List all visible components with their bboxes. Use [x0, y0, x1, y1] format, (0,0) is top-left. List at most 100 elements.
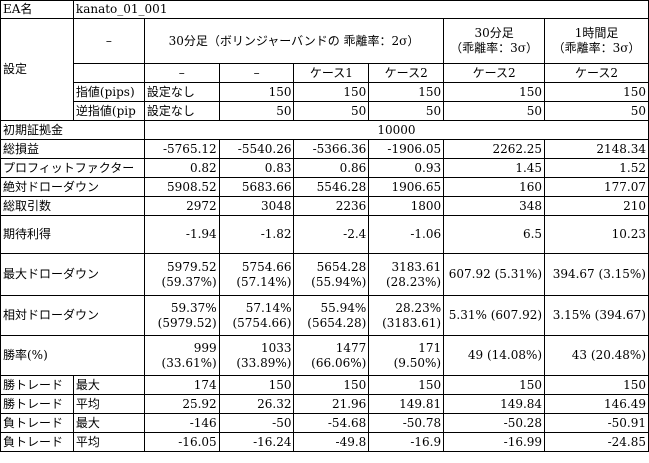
loss-trade-sub: 最大 — [72, 413, 145, 433]
win-avg-value: 21.96 — [293, 394, 370, 414]
win-max-value: 150 — [293, 375, 370, 395]
limit-value: 150 — [293, 82, 370, 102]
loss-max-value: -50.28 — [443, 413, 546, 433]
win-max-value: 174 — [143, 375, 220, 395]
expected-payoff-value: -1.94 — [143, 215, 220, 254]
stop-value: 50 — [443, 101, 546, 121]
limit-value: 150 — [443, 82, 546, 102]
rel-drawdown-value: 55.94% (5654.28) — [293, 295, 370, 336]
initial-margin-label: 初期証拠金 — [0, 120, 145, 140]
win-avg-value: 149.81 — [368, 394, 445, 414]
win-rate-value: 49 (14.08%) — [443, 335, 546, 376]
abs-drawdown-value: 160 — [443, 177, 546, 197]
loss-avg-value: -16.24 — [218, 432, 295, 452]
win-trade-label: 勝トレード — [0, 394, 74, 414]
profit-factor-value: 0.83 — [218, 158, 295, 178]
abs-drawdown-value: 5546.28 — [293, 177, 370, 197]
sub-header: ケース2 — [368, 63, 445, 83]
sub-header: ケース1 — [293, 63, 370, 83]
win-rate-label: 勝率(%) — [0, 335, 145, 376]
rel-drawdown-label: 相対ドローダウン — [0, 295, 145, 336]
win-avg-value: 26.32 — [218, 394, 295, 414]
win-max-value: 150 — [368, 375, 445, 395]
max-drawdown-value: 394.67 (3.15%) — [544, 253, 649, 296]
total-trades-value: 348 — [443, 196, 546, 216]
loss-max-value: -54.68 — [293, 413, 370, 433]
limit-value: 150 — [218, 82, 295, 102]
abs-drawdown-value: 5908.52 — [143, 177, 220, 197]
win-rate-value: 43 (20.48%) — [544, 335, 649, 376]
empty-cell — [72, 63, 145, 83]
expected-payoff-value: 6.5 — [443, 215, 546, 254]
loss-avg-value: -49.8 — [293, 432, 370, 452]
expected-payoff-value: -1.06 — [368, 215, 445, 254]
abs-drawdown-label: 絶対ドローダウン — [0, 177, 145, 197]
win-avg-value: 146.49 — [544, 394, 649, 414]
max-drawdown-value: 5654.28 (55.94%) — [293, 253, 370, 296]
win-rate-value: 999 (33.61%) — [143, 335, 220, 376]
win-rate-value: 171 (9.50%) — [368, 335, 445, 376]
ea-name: kanato_01_001 — [72, 0, 649, 19]
loss-trade-label: 負トレード — [0, 413, 74, 433]
loss-max-value: -50.91 — [544, 413, 649, 433]
loss-avg-value: -16.05 — [143, 432, 220, 452]
expected-payoff-value: -1.82 — [218, 215, 295, 254]
abs-drawdown-value: 1906.65 — [368, 177, 445, 197]
rel-drawdown-value: 57.14% (5754.66) — [218, 295, 295, 336]
profit-factor-value: 0.86 — [293, 158, 370, 178]
sub-header: ケース2 — [544, 63, 649, 83]
limit-label: 指値(pips) — [72, 82, 145, 102]
sub-header: ケース2 — [443, 63, 546, 83]
settings-label: 設定 — [0, 18, 74, 121]
total-trades-value: 3048 — [218, 196, 295, 216]
max-drawdown-value: 607.92 (5.31%) — [443, 253, 546, 296]
win-trade-sub: 平均 — [72, 394, 145, 414]
total-profit-label: 総損益 — [0, 139, 145, 159]
total-profit-value: -5540.26 — [218, 139, 295, 159]
total-profit-value: -5366.36 — [293, 139, 370, 159]
sub-header: – — [143, 63, 220, 83]
stop-value: 設定なし — [143, 101, 220, 121]
total-trades-value: 2236 — [293, 196, 370, 216]
loss-avg-value: -24.85 — [544, 432, 649, 452]
max-drawdown-value: 3183.61 (28.23%) — [368, 253, 445, 296]
expected-payoff-value: -2.4 — [293, 215, 370, 254]
win-rate-value: 1477 (66.06%) — [293, 335, 370, 376]
total-profit-value: -5765.12 — [143, 139, 220, 159]
rel-drawdown-value: 5.31% (607.92) — [443, 295, 546, 336]
col-group-30min-3sigma: 30分足 （乖離率：3σ） — [443, 18, 546, 64]
total-profit-value: 2148.34 — [544, 139, 649, 159]
stop-value: 50 — [293, 101, 370, 121]
total-trades-label: 総取引数 — [0, 196, 145, 216]
profit-factor-value: 0.93 — [368, 158, 445, 178]
total-trades-value: 1800 — [368, 196, 445, 216]
stop-value: 50 — [368, 101, 445, 121]
loss-trade-sub: 平均 — [72, 432, 145, 452]
rel-drawdown-value: 59.37% (5979.52) — [143, 295, 220, 336]
win-avg-value: 25.92 — [143, 394, 220, 414]
settings-dash: – — [72, 18, 145, 64]
ea-label: EA名 — [0, 0, 74, 19]
initial-margin-value: 10000 — [143, 120, 649, 140]
limit-value: 150 — [368, 82, 445, 102]
max-drawdown-label: 最大ドローダウン — [0, 253, 145, 296]
col-group-1h-3sigma: 1時間足 （乖離率：3σ） — [544, 18, 649, 64]
win-trade-label: 勝トレード — [0, 375, 74, 395]
limit-value: 設定なし — [143, 82, 220, 102]
win-trade-sub: 最大 — [72, 375, 145, 395]
sub-header: – — [218, 63, 295, 83]
profit-factor-value: 0.82 — [143, 158, 220, 178]
loss-avg-value: -16.9 — [368, 432, 445, 452]
backtest-results-table: EA名 kanato_01_001 設定 – 30分足（ボリンジャーバンドの 乖… — [0, 0, 649, 452]
total-profit-value: 2262.25 — [443, 139, 546, 159]
stop-value: 50 — [544, 101, 649, 121]
limit-value: 150 — [544, 82, 649, 102]
loss-max-value: -50 — [218, 413, 295, 433]
total-profit-value: -1906.05 — [368, 139, 445, 159]
stop-value: 50 — [218, 101, 295, 121]
stop-label: 逆指値(pip — [72, 101, 145, 121]
profit-factor-value: 1.52 — [544, 158, 649, 178]
total-trades-value: 210 — [544, 196, 649, 216]
rel-drawdown-value: 3.15% (394.67) — [544, 295, 649, 336]
profit-factor-label: プロフィットファクター — [0, 158, 145, 178]
